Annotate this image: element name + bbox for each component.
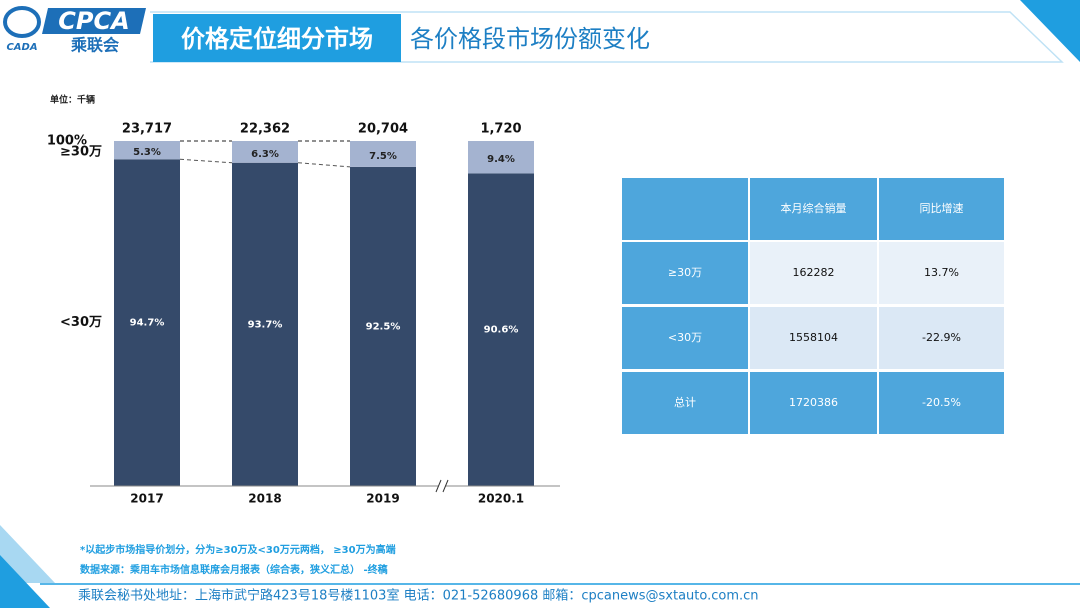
unit-label: 单位：千辆 [50, 94, 95, 106]
table-cell [750, 307, 877, 369]
table-text: -22.9% [922, 331, 961, 344]
bar-segment [350, 166, 416, 486]
bar-segment [232, 141, 298, 163]
x-tick-label: 2020.1 [478, 492, 524, 506]
note: *以起步市场指导价划分，分为≥30万及<30万元两档， ≥30万为高端 [80, 543, 396, 556]
connector [297, 162, 351, 168]
table-cell [622, 372, 748, 434]
x-tick-label: 2018 [248, 492, 281, 506]
data-label: 93.7% [248, 319, 283, 330]
table-cell [879, 242, 1004, 304]
table-cell [622, 307, 748, 369]
table-cell [879, 372, 1004, 434]
total-label: 1,720 [480, 122, 521, 137]
table-cell [622, 242, 748, 304]
table-text: 13.7% [924, 266, 959, 279]
bar-segment [114, 159, 180, 486]
title-box [153, 14, 401, 62]
logo-mark: CADA [6, 42, 37, 53]
chart: 100% 94.7% <30万 5.3% ≥30万 23,717 2017 93.7% 6.3%… [47, 122, 560, 506]
logo-ring [3, 6, 41, 38]
connector [179, 158, 233, 164]
table-header: 同比增速 [920, 201, 964, 215]
table-header-cell [750, 178, 877, 240]
table: 本月综合销量 同比增速 ≥30万 162282 13.7% <30万 1558104 -22.… [622, 178, 1004, 434]
slide-title: 价格定位细分市场 [181, 25, 373, 53]
table-cell [750, 372, 877, 434]
table-text: -20.5% [922, 396, 961, 409]
data-label: 9.4% [487, 154, 515, 165]
y-tick-label: 100% [47, 134, 87, 149]
corner-decoration [0, 555, 50, 608]
data-label: 92.5% [366, 321, 401, 332]
corner-decoration [1020, 0, 1080, 62]
bar-segment [468, 173, 534, 486]
axis-break [442, 479, 449, 493]
data-label: 6.3% [251, 149, 279, 160]
bar-segment [114, 141, 180, 160]
series-label: ≥30万 [60, 145, 102, 160]
table-header-cell [879, 178, 1004, 240]
slide-subtitle: 各价格段市场份额变化 [410, 25, 650, 53]
table-header: 本月综合销量 [781, 201, 847, 215]
data-label: 90.6% [484, 325, 519, 336]
bar-segment [350, 141, 416, 167]
table-text: 162282 [793, 266, 835, 279]
x-tick-label: 2019 [366, 492, 399, 506]
table-cell [879, 307, 1004, 369]
total-label: 22,362 [240, 122, 290, 137]
data-label: 5.3% [133, 147, 161, 158]
footer: 乘联会秘书处地址：上海市武宁路423号18号楼1103室 电话：021-5268… [78, 588, 759, 604]
logo-text: CPCA [58, 7, 129, 35]
total-label: 23,717 [122, 122, 172, 137]
note: 数据来源：乘用车市场信息联席会月报表（综合表，狭义汇总） -终稿 [80, 563, 388, 576]
data-label: 7.5% [369, 151, 397, 162]
axis-break [435, 479, 442, 493]
table-text: 1558104 [789, 331, 838, 344]
table-text: <30万 [668, 331, 702, 344]
axis-break-gap [439, 480, 445, 492]
table-cell [750, 242, 877, 304]
header-frame [150, 11, 1064, 63]
table-text: 总计 [674, 395, 696, 409]
x-tick-label: 2017 [130, 492, 163, 506]
data-label: 94.7% [130, 318, 165, 329]
bar-segment [468, 141, 534, 174]
total-label: 20,704 [358, 122, 408, 137]
bar-segment [232, 162, 298, 487]
logo-cn: 乘联会 [70, 36, 119, 55]
table-text: 1720386 [789, 396, 838, 409]
series-label: <30万 [60, 315, 102, 330]
table-cell [622, 178, 748, 240]
corner-decoration [0, 525, 55, 583]
table-text: ≥30万 [668, 266, 702, 279]
logo-box [42, 8, 146, 34]
